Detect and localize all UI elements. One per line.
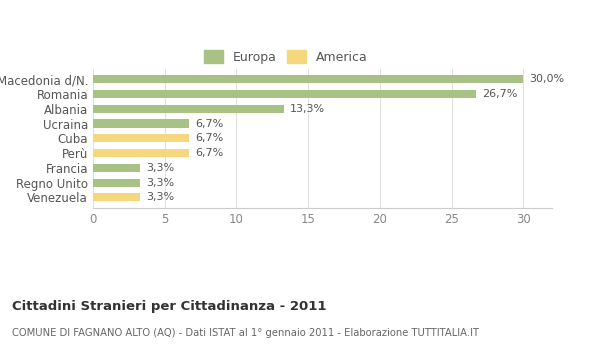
Text: 6,7%: 6,7% <box>195 133 223 143</box>
Text: 6,7%: 6,7% <box>195 148 223 158</box>
Text: 3,3%: 3,3% <box>146 193 174 202</box>
Text: 3,3%: 3,3% <box>146 177 174 188</box>
Text: 6,7%: 6,7% <box>195 119 223 128</box>
Text: COMUNE DI FAGNANO ALTO (AQ) - Dati ISTAT al 1° gennaio 2011 - Elaborazione TUTTI: COMUNE DI FAGNANO ALTO (AQ) - Dati ISTAT… <box>12 328 479 338</box>
Bar <box>93 178 140 187</box>
Text: Cittadini Stranieri per Cittadinanza - 2011: Cittadini Stranieri per Cittadinanza - 2… <box>12 300 326 313</box>
Bar <box>93 119 189 128</box>
Bar <box>93 134 189 142</box>
Text: 26,7%: 26,7% <box>482 89 517 99</box>
Bar <box>93 164 140 172</box>
Text: 30,0%: 30,0% <box>529 74 564 84</box>
Bar <box>93 193 140 202</box>
Bar <box>93 90 476 98</box>
Bar <box>93 149 189 157</box>
Legend: Europa, America: Europa, America <box>204 50 367 64</box>
Bar <box>93 75 523 83</box>
Text: 3,3%: 3,3% <box>146 163 174 173</box>
Text: 13,3%: 13,3% <box>290 104 325 114</box>
Bar <box>93 105 284 113</box>
